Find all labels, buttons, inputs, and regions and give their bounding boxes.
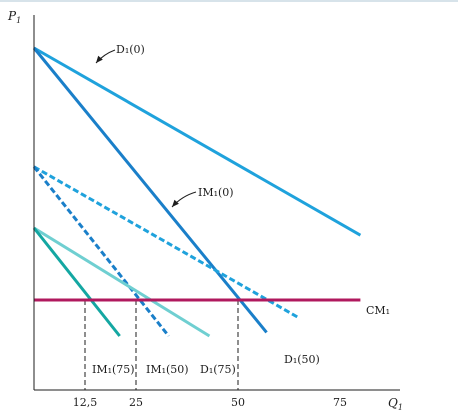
arrows-layer	[95, 49, 197, 208]
series-d1-0	[33, 46, 362, 237]
axes	[33, 15, 400, 391]
series-label-d1-75: D₁(75)	[200, 363, 236, 376]
top-border	[0, 0, 458, 2]
series-d1-50	[33, 165, 300, 320]
x-tick-label-75: 75	[333, 396, 347, 409]
series-im1-0	[32, 47, 268, 334]
ticks-layer: 12,5 25 50 75	[73, 396, 347, 409]
series-label-d1-0: D₁(0)	[116, 43, 145, 56]
series-im1-75	[32, 227, 121, 337]
series-label-cm1: CM₁	[366, 304, 390, 317]
series-label-im1-75: IM₁(75)	[92, 363, 135, 376]
arrow-d1-0-head	[96, 55, 103, 63]
y-axis-title: P1	[7, 9, 21, 25]
series-label-d1-50: D₁(50)	[284, 353, 320, 366]
series-layer	[32, 46, 362, 338]
x-axis-title: Q1	[388, 396, 403, 412]
series-label-im1-50: IM₁(50)	[146, 363, 189, 376]
x-tick-label-12-5: 12,5	[73, 396, 98, 409]
arrow-im1-0-head	[172, 199, 179, 207]
x-tick-label-25: 25	[129, 396, 143, 409]
droplines	[84, 300, 239, 390]
series-d1-75	[33, 226, 211, 338]
series-im1-50	[32, 165, 170, 337]
x-tick-label-50: 50	[231, 396, 245, 409]
labels-layer: P1 Q1 D₁(0) IM₁(0) D₁(50) IM₁(50) D₁(75) IM₁(…	[7, 9, 403, 412]
series-label-im1-0: IM₁(0)	[198, 186, 234, 199]
